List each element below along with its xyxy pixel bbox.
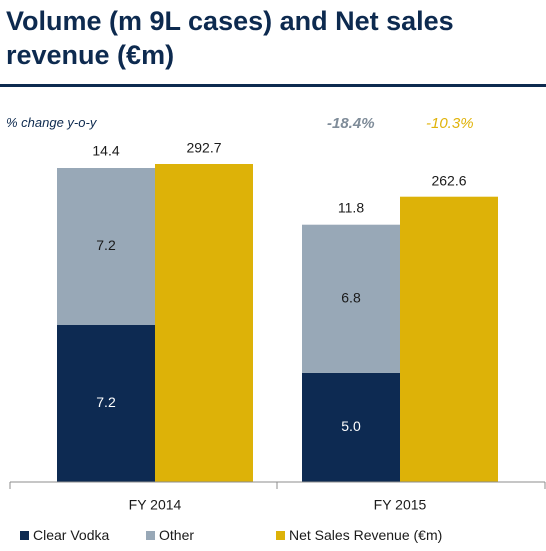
legend-label-other: Other	[159, 527, 195, 543]
volume-pct-change: -18.4%	[327, 115, 375, 132]
bar-other-fy-2015	[302, 224, 400, 373]
label-net-sales-fy-2014: 292.7	[186, 140, 221, 156]
title-underline	[0, 84, 546, 87]
bar-clear-vodka-fy-2014	[57, 325, 155, 482]
chart-title: Volume (m 9L cases) and Net sales revenu…	[6, 6, 454, 70]
chart-legend: Clear Vodka Other Net Sales Revenue (€m)	[20, 527, 540, 545]
bar-other-fy-2014	[57, 168, 155, 325]
legend-label-clear-vodka: Clear Vodka	[33, 527, 110, 543]
label-net-sales-fy-2015: 262.6	[431, 172, 466, 188]
legend-swatch-clear-vodka	[20, 530, 29, 540]
legend-item-clear-vodka: Clear Vodka	[20, 527, 109, 543]
legend-label-net-sales: Net Sales Revenue (€m)	[289, 527, 443, 543]
label-volume-total-fy-2015: 11.8	[338, 199, 364, 215]
label-clear-vodka-fy-2014: 7.2	[96, 394, 116, 410]
label-other-fy-2015: 6.8	[341, 290, 361, 306]
legend-item-net-sales: Net Sales Revenue (€m)	[276, 527, 442, 543]
x-tick-fy-2015: FY 2015	[374, 497, 427, 513]
legend-item-other: Other	[146, 527, 194, 543]
bar-net-sales-fy-2015	[400, 196, 498, 483]
bar-net-sales-fy-2014	[155, 164, 253, 482]
label-volume-total-fy-2014: 14.4	[92, 143, 119, 159]
bar-clear-vodka-fy-2015	[302, 372, 400, 482]
legend-swatch-net-sales	[276, 530, 285, 540]
legend-swatch-other	[146, 530, 155, 540]
yoy-change-label: % change y-o-y	[6, 115, 97, 130]
x-tick-fy-2014: FY 2014	[129, 497, 182, 513]
label-other-fy-2014: 7.2	[96, 237, 116, 253]
label-clear-vodka-fy-2015: 5.0	[341, 418, 361, 434]
revenue-pct-change: -10.3%	[426, 115, 474, 132]
